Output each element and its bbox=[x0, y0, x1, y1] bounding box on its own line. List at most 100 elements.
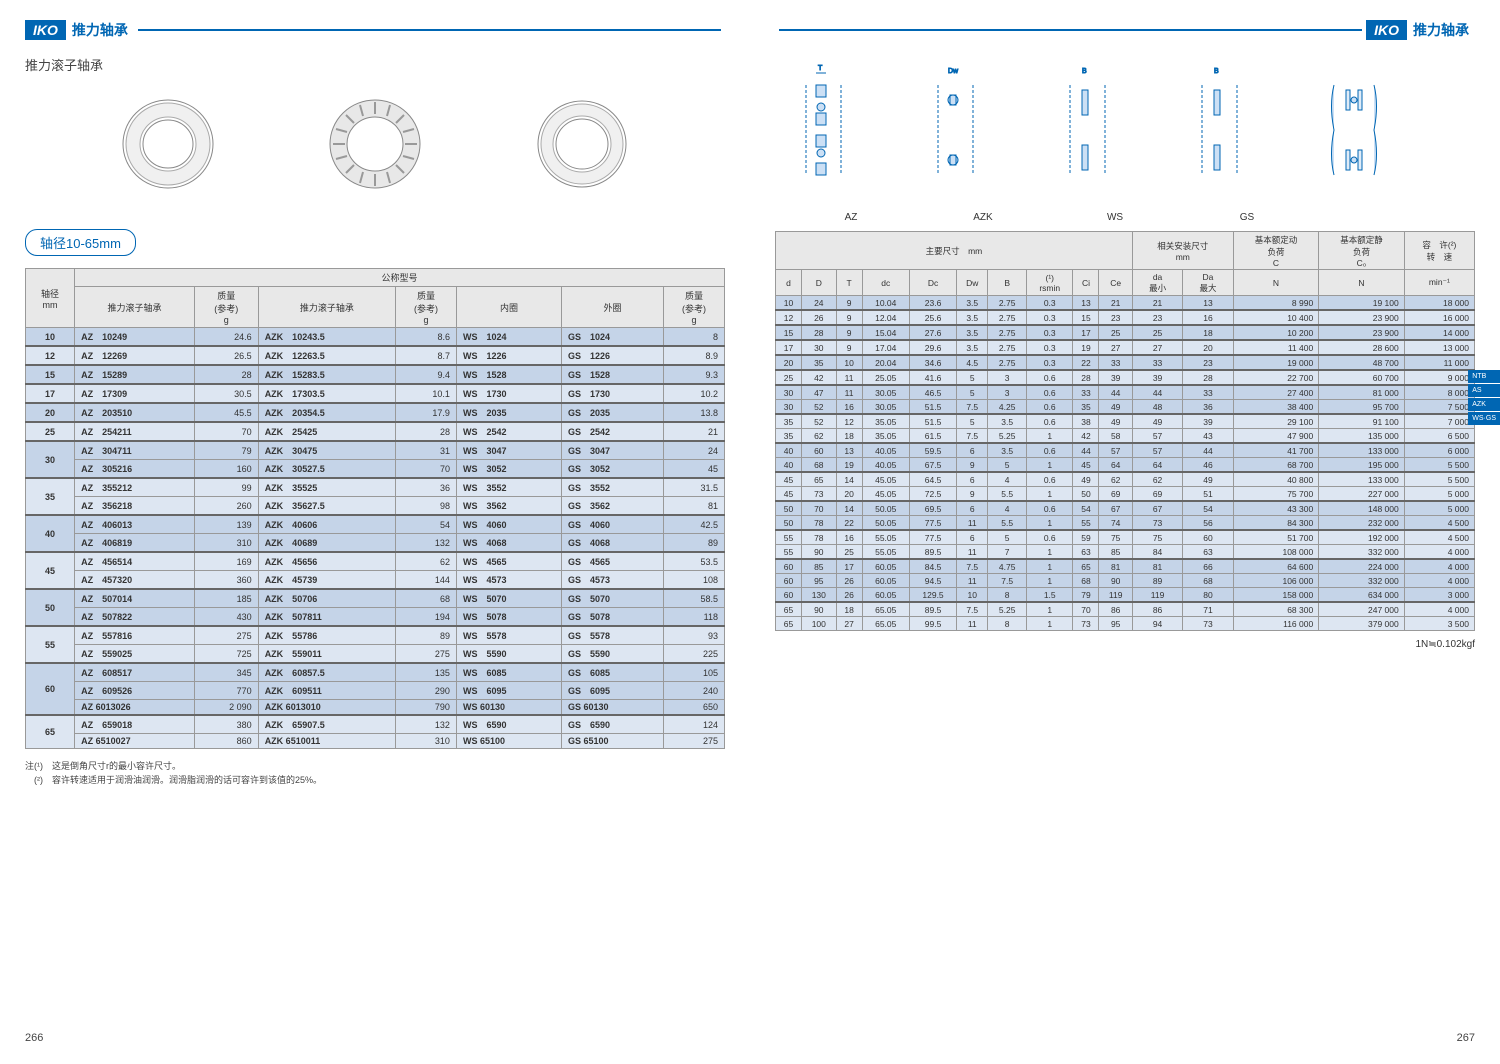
data-cell: 5 500 bbox=[1404, 472, 1474, 487]
data-cell: 7 bbox=[988, 545, 1027, 560]
data-cell: 3 bbox=[988, 370, 1027, 385]
data-cell: 227 000 bbox=[1319, 487, 1405, 502]
header-title: 推力轴承 bbox=[1413, 20, 1469, 40]
data-cell: 50.05 bbox=[862, 516, 909, 531]
data-cell: 10 400 bbox=[1233, 310, 1319, 325]
data-cell: AZ 507014 bbox=[75, 589, 195, 608]
data-cell: 8 000 bbox=[1404, 385, 1474, 400]
data-cell: 30 bbox=[776, 400, 802, 415]
table-row: AZ 305216160AZK 30527.570WS 3052GS 30524… bbox=[26, 460, 725, 479]
data-cell: 8.9 bbox=[664, 346, 725, 365]
table-row: 60851760.0584.57.54.7516581816664 600224… bbox=[776, 559, 1475, 574]
header-rule bbox=[779, 29, 1362, 31]
data-cell: 49 bbox=[1073, 472, 1099, 487]
data-cell: 118 bbox=[664, 608, 725, 627]
data-cell: 24.6 bbox=[194, 328, 258, 347]
data-cell: 22 bbox=[836, 516, 862, 531]
data-cell: 8 bbox=[664, 328, 725, 347]
data-cell: 45 bbox=[1073, 458, 1099, 473]
data-cell: 5 bbox=[988, 458, 1027, 473]
data-cell: 51.5 bbox=[909, 414, 956, 429]
data-cell: 80 bbox=[1183, 588, 1233, 603]
data-cell: WS 6095 bbox=[456, 682, 561, 700]
data-cell: 1 bbox=[1027, 429, 1073, 444]
data-cell: 124 bbox=[664, 715, 725, 734]
data-cell: 95 bbox=[802, 574, 837, 588]
data-cell: AZK 20354.5 bbox=[258, 403, 395, 422]
data-cell: GS 5070 bbox=[562, 589, 664, 608]
data-cell: 160 bbox=[194, 460, 258, 479]
data-cell: 40 bbox=[776, 458, 802, 473]
data-cell: 15.04 bbox=[862, 325, 909, 340]
ring-cage-icon bbox=[325, 94, 425, 194]
data-cell: 260 bbox=[194, 497, 258, 516]
data-cell: 25 bbox=[836, 545, 862, 560]
col-group-header: 公称型号 bbox=[75, 269, 725, 287]
data-cell: 86 bbox=[1132, 602, 1182, 617]
table-row: 17AZ 1730930.5AZK 17303.510.1WS 1730GS 1… bbox=[26, 384, 725, 403]
data-cell: 63 bbox=[1183, 545, 1233, 560]
bearing-illustrations bbox=[25, 84, 725, 204]
table-row: 55AZ 557816275AZK 5578689WS 5578GS 55789… bbox=[26, 626, 725, 645]
data-cell: AZK 60857.5 bbox=[258, 663, 395, 682]
col-shaft: 轴径 mm bbox=[26, 269, 75, 328]
data-cell: 224 000 bbox=[1319, 559, 1405, 574]
data-cell: 62 bbox=[802, 429, 837, 444]
data-cell: 44 bbox=[1183, 443, 1233, 458]
svg-text:T: T bbox=[818, 65, 823, 72]
data-cell: 10 200 bbox=[1233, 325, 1319, 340]
data-cell: 100 bbox=[802, 617, 837, 631]
data-cell: 57 bbox=[1132, 443, 1182, 458]
data-cell: 360 bbox=[194, 571, 258, 590]
data-cell: 10 bbox=[957, 588, 988, 603]
data-cell: 20 bbox=[1183, 340, 1233, 355]
data-cell: 19 bbox=[836, 458, 862, 473]
data-cell: 65 bbox=[776, 617, 802, 631]
data-cell: 73 bbox=[1183, 617, 1233, 631]
table-row: AZ 60130262 090AZK 6013010790WS 60130GS … bbox=[26, 700, 725, 716]
data-cell: AZK 40689 bbox=[258, 534, 395, 553]
table-row: 601302660.05129.51081.57911911980158 000… bbox=[776, 588, 1475, 603]
data-cell: AZK 10243.5 bbox=[258, 328, 395, 347]
data-cell: 40 bbox=[776, 443, 802, 458]
table-row: 65AZ 659018380AZK 65907.5132WS 6590GS 65… bbox=[26, 715, 725, 734]
data-cell: 36 bbox=[396, 478, 457, 497]
right-data-table: 主要尺寸 mm 相关安装尺寸 mm 基本额定动 负荷 C 基本额定静 负荷 C₀… bbox=[775, 231, 1475, 631]
data-cell: 50 bbox=[776, 516, 802, 531]
data-cell: 11 bbox=[836, 370, 862, 385]
table-row: 10AZ 1024924.6AZK 10243.58.6WS 1024GS 10… bbox=[26, 328, 725, 347]
table-row: 30521630.0551.57.54.250.63549483638 4009… bbox=[776, 400, 1475, 415]
table-row: 50782250.0577.5115.515574735684 300232 0… bbox=[776, 516, 1475, 531]
data-cell: 65 bbox=[1073, 559, 1099, 574]
data-cell: 3.5 bbox=[957, 340, 988, 355]
data-cell: 44 bbox=[1073, 443, 1099, 458]
data-cell: 158 000 bbox=[1233, 588, 1319, 603]
data-cell: 17.04 bbox=[862, 340, 909, 355]
data-cell: 60 bbox=[776, 559, 802, 574]
table-row: 15AZ 1528928AZK 15283.59.4WS 1528GS 1528… bbox=[26, 365, 725, 384]
data-cell: 25.05 bbox=[862, 370, 909, 385]
col-header: Ce bbox=[1099, 270, 1132, 296]
data-cell: 63 bbox=[1073, 545, 1099, 560]
data-cell: 60 bbox=[802, 443, 837, 458]
data-cell: 77.5 bbox=[909, 516, 956, 531]
data-cell: 5 000 bbox=[1404, 487, 1474, 502]
data-cell: 40.05 bbox=[862, 443, 909, 458]
data-cell: 17 bbox=[836, 559, 862, 574]
data-cell: 10.04 bbox=[862, 296, 909, 311]
side-tabs: NTB AS AZK WS·GS bbox=[1468, 370, 1500, 426]
data-cell: 7.5 bbox=[957, 559, 988, 574]
data-cell: 133 000 bbox=[1319, 443, 1405, 458]
data-cell: 39 bbox=[1099, 370, 1132, 385]
data-cell: GS 5078 bbox=[562, 608, 664, 627]
data-cell: AZ 457320 bbox=[75, 571, 195, 590]
data-cell: 28 bbox=[802, 325, 837, 340]
data-cell: 95 700 bbox=[1319, 400, 1405, 415]
left-data-table: 轴径 mm公称型号 推力滚子轴承 质量 (参考) g 推力滚子轴承 质量 (参考… bbox=[25, 268, 725, 749]
data-cell: 9 bbox=[836, 340, 862, 355]
data-cell: 20 bbox=[836, 487, 862, 502]
data-cell: AZK 609511 bbox=[258, 682, 395, 700]
data-cell: 27.6 bbox=[909, 325, 956, 340]
data-cell: 28 600 bbox=[1319, 340, 1405, 355]
table-row: AZ 609526770AZK 609511290WS 6095GS 60952… bbox=[26, 682, 725, 700]
